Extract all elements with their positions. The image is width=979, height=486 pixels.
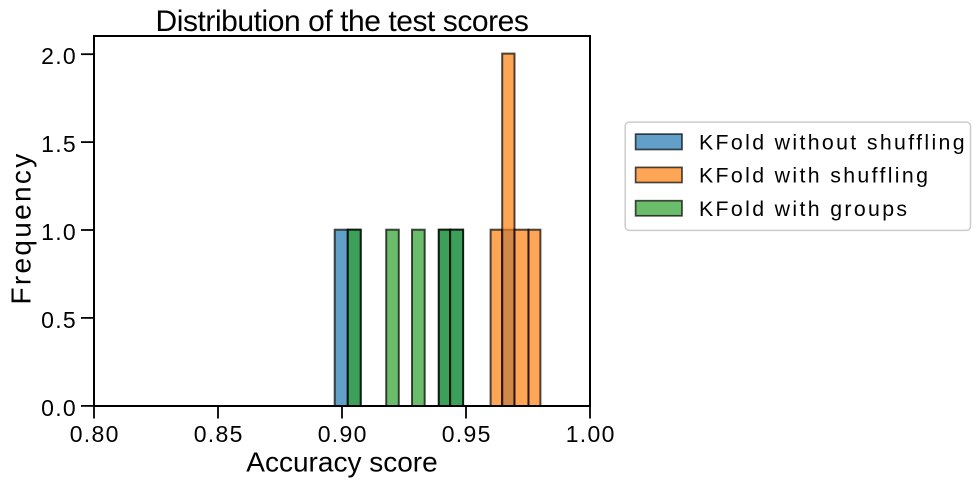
svg-text:0.5: 0.5 [41,307,77,333]
svg-text:1.00: 1.00 [566,421,616,447]
svg-text:1.5: 1.5 [41,131,77,157]
svg-text:Frequency: Frequency [6,152,37,305]
svg-text:Distribution of the test score: Distribution of the test scores [156,5,529,38]
svg-text:1.0: 1.0 [41,219,77,245]
svg-text:KFold with shuffling: KFold with shuffling [699,164,930,188]
svg-text:Accuracy score: Accuracy score [246,447,437,478]
svg-text:0.0: 0.0 [41,395,77,421]
svg-text:0.80: 0.80 [70,421,120,447]
svg-text:KFold without shuffling: KFold without shuffling [699,130,967,154]
svg-text:2.0: 2.0 [41,43,77,69]
svg-text:0.95: 0.95 [442,421,492,447]
svg-text:0.85: 0.85 [194,421,244,447]
svg-text:KFold with groups: KFold with groups [699,197,909,221]
svg-text:0.90: 0.90 [318,421,368,447]
